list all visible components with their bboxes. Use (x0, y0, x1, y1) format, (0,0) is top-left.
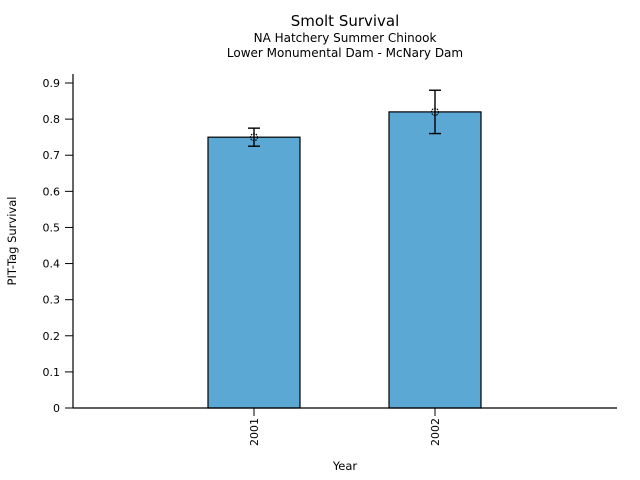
data-point-marker-2002 (430, 107, 440, 116)
y-tick-label: 0.1 (43, 366, 61, 379)
bar-2001 (207, 136, 301, 409)
y-tick-label: 0.8 (43, 113, 61, 126)
x-axis-label: Year (332, 459, 358, 473)
y-tick-label: 0.5 (43, 221, 61, 234)
x-tick-label-2002: 2002 (429, 418, 442, 446)
x-tick-label-2001: 2001 (248, 418, 261, 446)
y-tick-label: 0.2 (43, 330, 61, 343)
chart-subtitle-species: NA Hatchery Summer Chinook (254, 31, 437, 45)
plot-area: 0 0.1 0.2 0.3 0.4 0.5 0.6 0.7 0.8 0.9 2001 2002 (43, 74, 617, 446)
y-tick-label: 0.4 (43, 258, 61, 271)
y-tick-label: 0.7 (43, 149, 61, 162)
y-tick-label: 0.9 (43, 77, 61, 90)
bar-2002 (388, 111, 482, 409)
y-tick-label: 0.6 (43, 185, 61, 198)
chart-title: Smolt Survival (291, 12, 400, 30)
data-point-marker-2001 (249, 133, 259, 142)
chart-subtitle-reach: Lower Monumental Dam - McNary Dam (227, 46, 463, 60)
y-axis-label: PIT-Tag Survival (5, 197, 19, 286)
y-tick-label: 0.3 (43, 294, 61, 307)
y-tick-label: 0 (53, 402, 60, 415)
